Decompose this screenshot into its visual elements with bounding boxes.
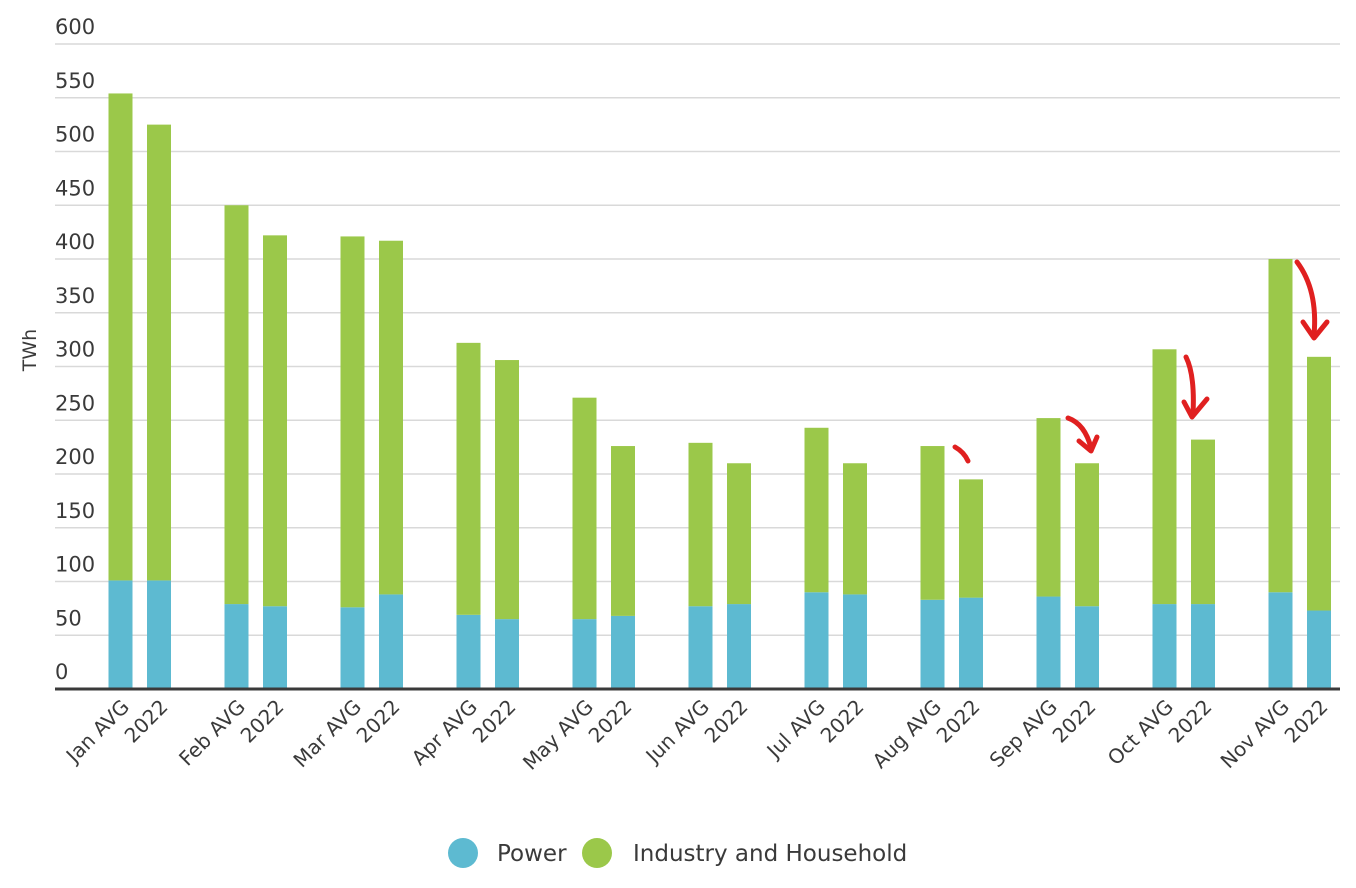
bar-power <box>804 592 829 689</box>
bar-industry-household <box>959 479 983 598</box>
y-tick-label: 400 <box>55 230 95 254</box>
bar-power <box>688 606 713 689</box>
bar-industry-household <box>688 442 713 607</box>
bar-power <box>224 604 249 689</box>
bar-power <box>1152 604 1177 689</box>
bar-power <box>1036 596 1061 689</box>
annotation-arrowhead <box>1300 319 1330 341</box>
x-tick-label: 2022 <box>352 695 405 748</box>
legend: Power Industry and Household <box>448 838 907 868</box>
bar-power <box>1268 592 1293 689</box>
x-tick-label: 2022 <box>120 695 173 748</box>
annotation-arrow <box>952 444 971 464</box>
bar-power <box>611 615 635 689</box>
bar-industry-household <box>920 446 945 600</box>
legend-label-power: Power <box>497 841 567 867</box>
y-tick-label: 150 <box>55 499 95 523</box>
bar-power <box>147 580 171 689</box>
bar-power <box>379 594 403 689</box>
x-tick-label: 2022 <box>1048 695 1101 748</box>
x-tick-label: 2022 <box>468 695 521 748</box>
bar-power <box>1191 604 1215 689</box>
x-tick-label: May AVG <box>518 695 598 775</box>
bar-industry-household <box>1268 259 1293 593</box>
x-tick-label: 2022 <box>584 695 637 748</box>
legend-swatch-industry-household <box>582 838 612 868</box>
bar-industry-household <box>495 360 519 620</box>
bar-power <box>340 607 365 689</box>
y-tick-label: 300 <box>55 338 95 362</box>
bar-industry-household <box>1307 356 1331 611</box>
annotations <box>952 259 1330 464</box>
y-tick-label: 100 <box>55 553 95 577</box>
bar-power <box>959 597 983 689</box>
x-tick-label: 2022 <box>700 695 753 748</box>
bar-power <box>727 604 751 689</box>
annotation-arrow <box>1183 354 1196 417</box>
y-tick-label: 50 <box>55 606 82 630</box>
legend-swatch-power <box>448 838 478 868</box>
bar-industry-household <box>379 240 403 595</box>
y-tick-label: 550 <box>55 69 95 93</box>
x-tick-label: 2022 <box>236 695 289 748</box>
x-tick-label: 2022 <box>1280 695 1333 748</box>
bar-industry-household <box>611 446 635 616</box>
bar-industry-household <box>572 397 597 620</box>
bar-industry-household <box>843 463 867 595</box>
bar-industry-household <box>1036 418 1061 597</box>
bar-industry-household <box>1152 349 1177 605</box>
annotation-arrowhead <box>1076 434 1100 454</box>
bar-power <box>1307 610 1331 689</box>
bar-power <box>456 614 481 689</box>
bar-power <box>572 619 597 689</box>
bar-power <box>843 594 867 689</box>
bar-power <box>495 619 519 689</box>
bar-industry-household <box>1191 439 1215 605</box>
annotation-arrow <box>1294 259 1318 338</box>
annotation-arrowhead <box>1181 396 1210 420</box>
y-axis-title: TWh <box>19 329 41 372</box>
x-tick-label: 2022 <box>932 695 985 748</box>
bar-industry-household <box>804 427 829 593</box>
bar-power <box>263 606 287 689</box>
bar-power <box>108 580 133 689</box>
y-axis-ticks: 0 50 100 150 200 250 300 350 400 450 500 550 600 <box>55 15 95 684</box>
bar-industry-household <box>147 124 171 581</box>
bars <box>108 93 1331 689</box>
annotation-arrow <box>1065 415 1094 451</box>
bar-industry-household <box>108 93 133 581</box>
y-tick-label: 500 <box>55 123 95 147</box>
bar-industry-household <box>263 235 287 607</box>
bar-industry-household <box>456 342 481 615</box>
y-tick-label: 600 <box>55 15 95 39</box>
x-tick-label: 2022 <box>1164 695 1217 748</box>
bar-industry-household <box>1075 463 1099 607</box>
bar-industry-household <box>727 463 751 605</box>
y-tick-label: 250 <box>55 391 95 415</box>
y-tick-label: 0 <box>55 660 68 684</box>
y-tick-label: 200 <box>55 445 95 469</box>
bar-power <box>920 599 945 689</box>
y-tick-label: 350 <box>55 284 95 308</box>
bar-power <box>1075 606 1099 689</box>
legend-label-industry-household: Industry and Household <box>633 841 907 867</box>
x-tick-label: 2022 <box>816 695 869 748</box>
y-tick-label: 450 <box>55 176 95 200</box>
bar-industry-household <box>224 205 249 605</box>
bar-industry-household <box>340 236 365 608</box>
